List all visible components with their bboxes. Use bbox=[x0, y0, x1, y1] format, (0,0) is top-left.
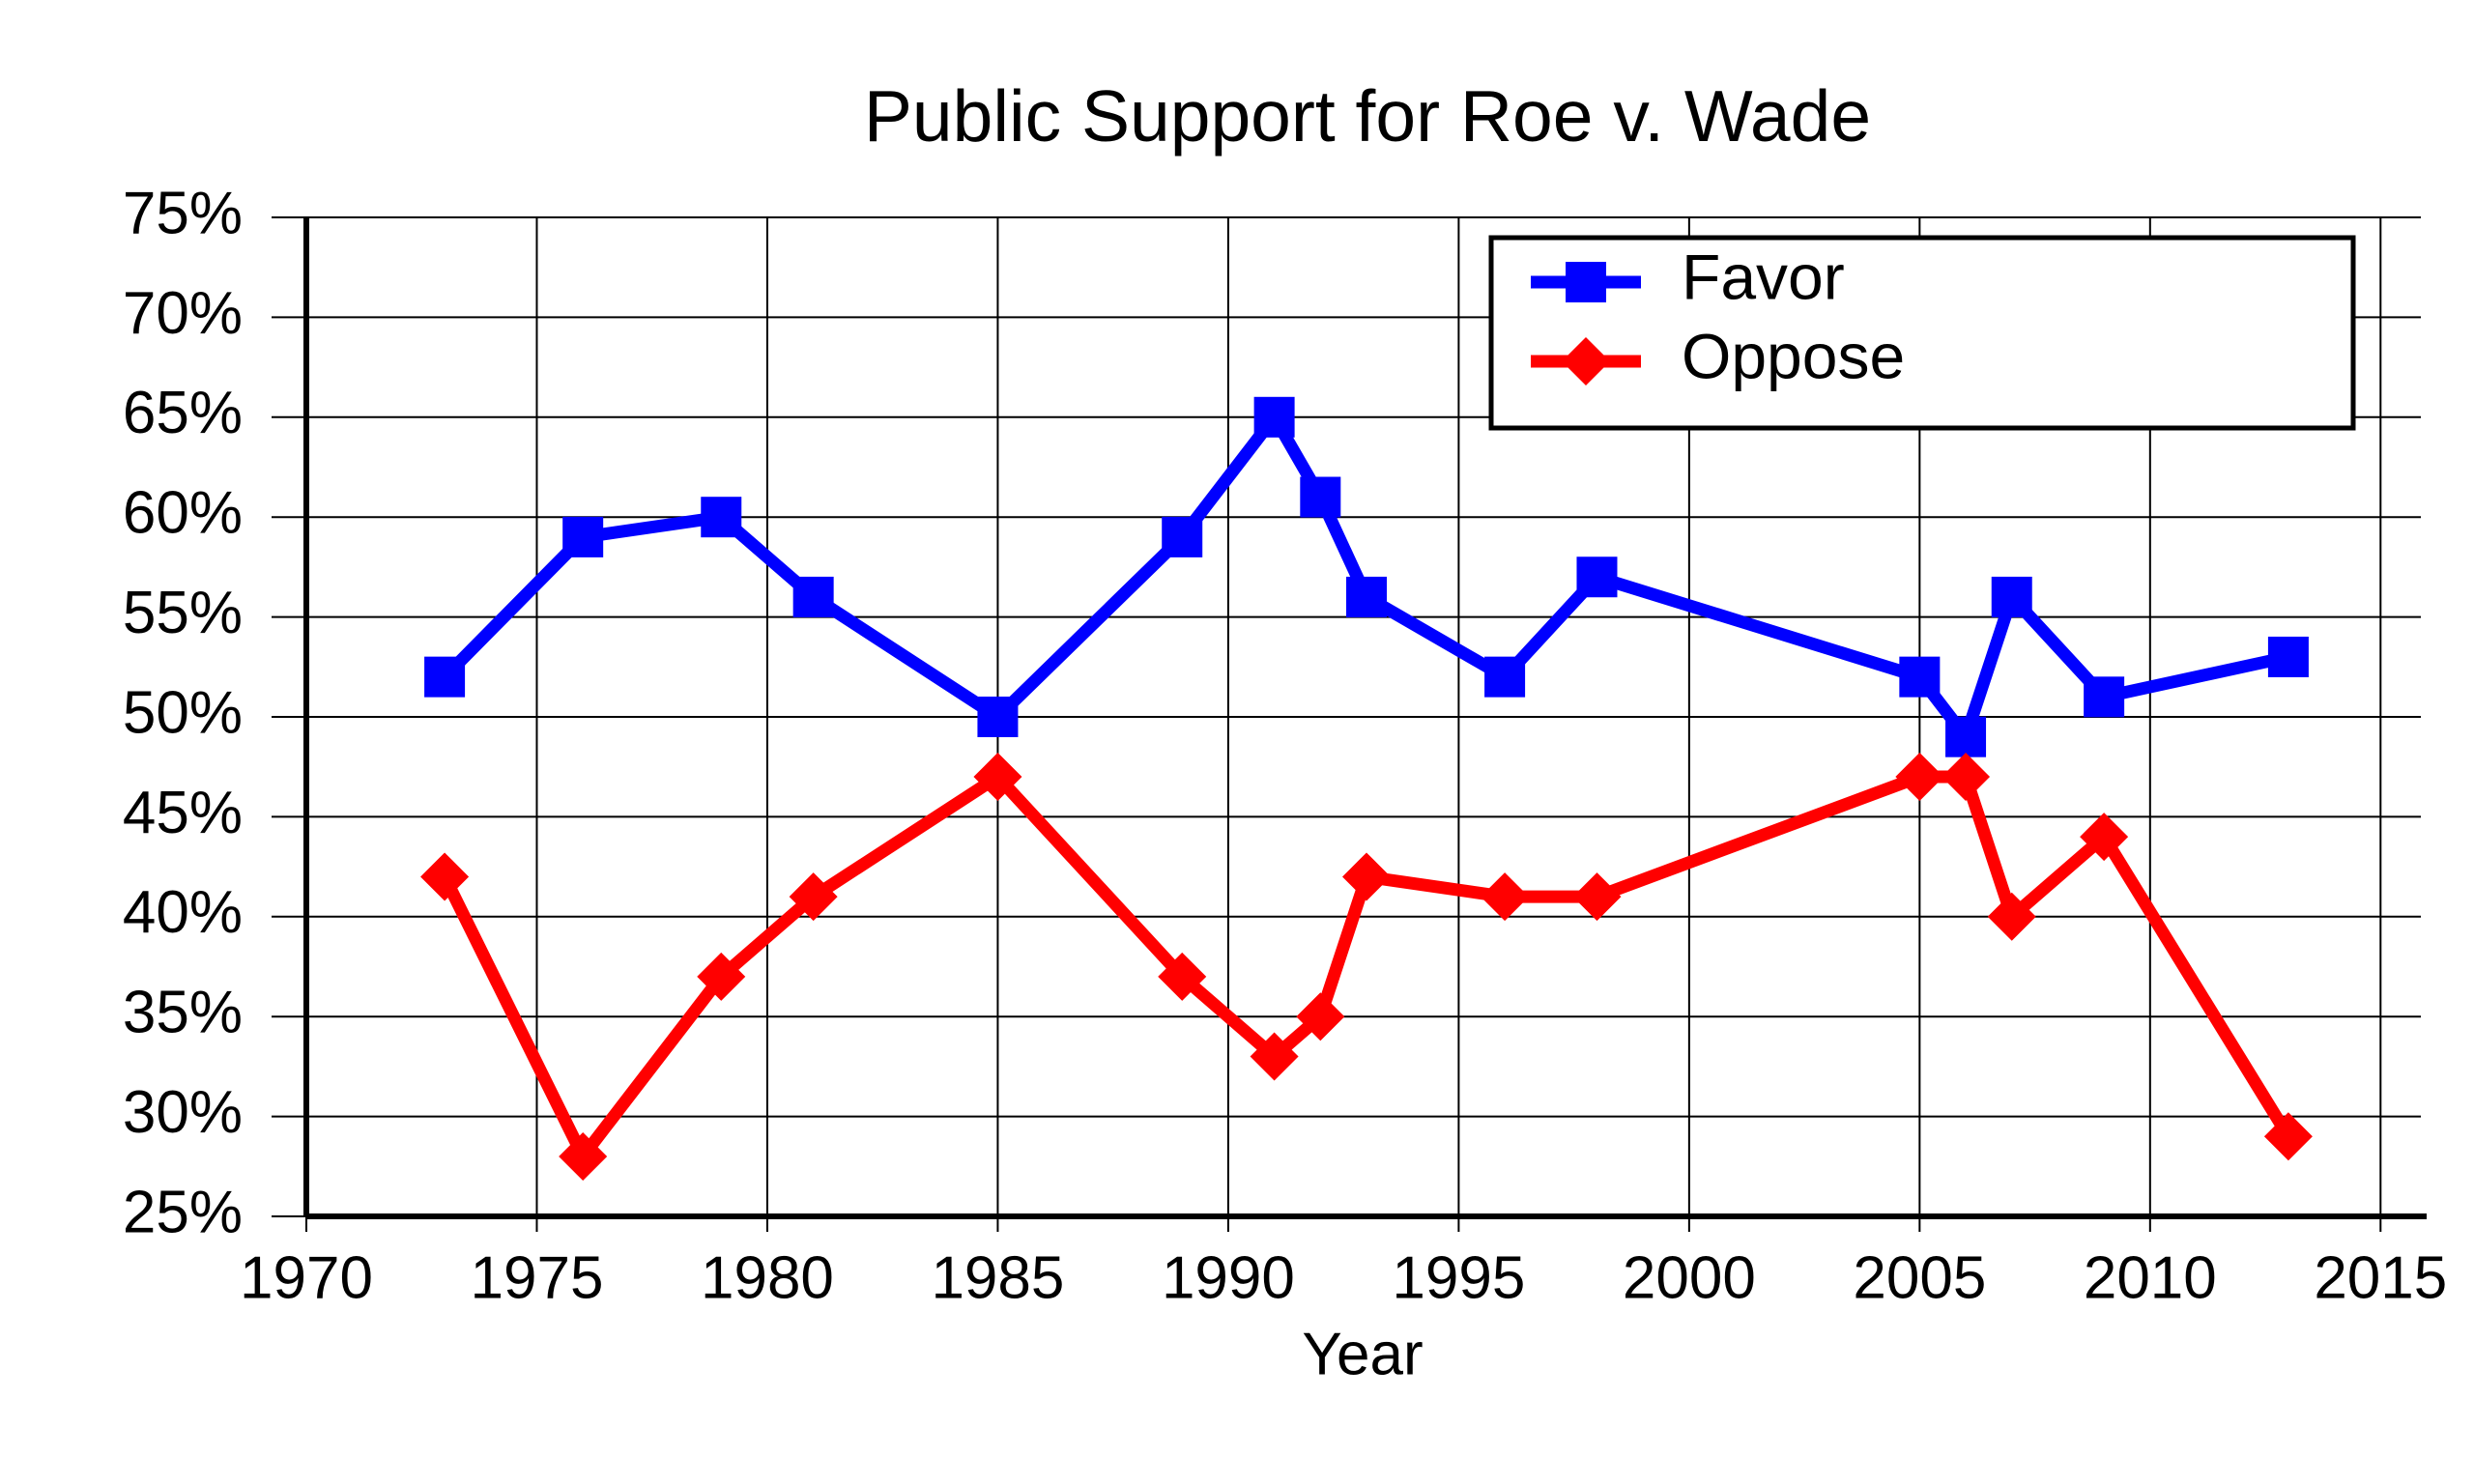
data-point bbox=[1895, 753, 1944, 802]
data-point bbox=[420, 852, 470, 901]
x-tick-label: 1985 bbox=[931, 1244, 1064, 1311]
legend-marker bbox=[1562, 337, 1610, 385]
legend-marker bbox=[1566, 262, 1606, 302]
chart-title: Public Support for Roe v. Wade bbox=[864, 75, 1871, 157]
x-tick-label: 1980 bbox=[701, 1244, 834, 1311]
data-point bbox=[701, 497, 742, 538]
data-point bbox=[1296, 992, 1345, 1042]
data-point bbox=[2267, 636, 2309, 677]
data-point bbox=[1253, 396, 1295, 438]
data-point bbox=[2080, 813, 2129, 862]
y-tick-label: 45% bbox=[123, 780, 243, 846]
data-point bbox=[1342, 852, 1391, 901]
data-point bbox=[1481, 872, 1530, 922]
data-point bbox=[1162, 516, 1203, 557]
data-point bbox=[973, 753, 1022, 802]
y-tick-label: 40% bbox=[123, 879, 243, 946]
series-line bbox=[439, 768, 2294, 1169]
data-point bbox=[977, 697, 1019, 737]
data-point bbox=[424, 656, 466, 698]
data-point bbox=[2263, 1112, 2313, 1161]
x-tick-label: 1990 bbox=[1162, 1244, 1295, 1311]
data-point bbox=[1991, 576, 2032, 617]
data-point bbox=[2084, 676, 2125, 718]
data-point bbox=[1987, 892, 2036, 941]
y-tick-label: 65% bbox=[123, 380, 243, 446]
y-tick-label: 60% bbox=[123, 480, 243, 547]
data-point bbox=[1572, 872, 1622, 922]
y-tick-label: 30% bbox=[123, 1079, 243, 1146]
data-point bbox=[789, 872, 838, 922]
data-point bbox=[1300, 476, 1341, 518]
x-tick-label: 2015 bbox=[2314, 1244, 2447, 1311]
x-tick-label: 1995 bbox=[1392, 1244, 1525, 1311]
y-tick-label: 25% bbox=[123, 1179, 243, 1245]
legend-label: Oppose bbox=[1682, 320, 1905, 391]
x-tick-label: 2010 bbox=[2084, 1244, 2217, 1311]
y-tick-label: 50% bbox=[123, 679, 243, 746]
data-point bbox=[1346, 576, 1387, 617]
data-point bbox=[1942, 753, 1991, 802]
data-point bbox=[1945, 716, 1987, 757]
x-tick-label: 2000 bbox=[1623, 1244, 1756, 1311]
legend: Favor Oppose bbox=[1488, 235, 2356, 431]
y-tick-label: 35% bbox=[123, 980, 243, 1046]
series-line bbox=[440, 406, 2290, 751]
y-tick-label: 55% bbox=[123, 580, 243, 646]
x-tick-label: 1970 bbox=[240, 1244, 373, 1311]
data-point bbox=[559, 1131, 608, 1181]
data-point bbox=[792, 576, 834, 617]
data-point bbox=[562, 516, 604, 557]
legend-label: Favor bbox=[1682, 241, 1845, 312]
x-tick-label: 1975 bbox=[471, 1244, 604, 1311]
x-axis-label: Year bbox=[1302, 1321, 1423, 1387]
x-tick-label: 2005 bbox=[1853, 1244, 1986, 1311]
data-point bbox=[1576, 556, 1618, 598]
y-tick-label: 70% bbox=[123, 280, 243, 347]
data-point bbox=[1250, 1032, 1299, 1081]
data-point bbox=[1484, 656, 1526, 698]
data-point bbox=[697, 952, 746, 1001]
data-point bbox=[1899, 656, 1941, 698]
data-point bbox=[1158, 952, 1207, 1001]
y-tick-label: 75% bbox=[123, 180, 243, 246]
legend-box bbox=[1488, 235, 2356, 431]
